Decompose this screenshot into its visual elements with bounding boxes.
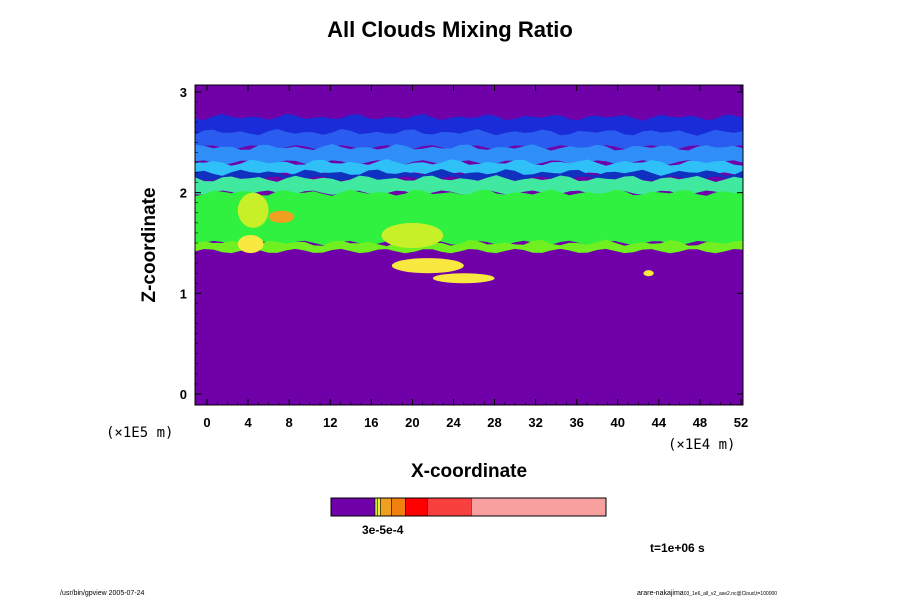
x-axis-unit: (×1E4 m) bbox=[668, 437, 736, 453]
colorbar-segment bbox=[330, 497, 376, 517]
colorbar-segment bbox=[471, 497, 607, 517]
y-axis-unit: (×1E5 m) bbox=[106, 425, 174, 441]
colorbar-segment bbox=[380, 497, 392, 517]
x-tick-label: 8 bbox=[286, 415, 293, 430]
x-axis-label: X-coordinate bbox=[410, 461, 528, 482]
x-tick-label: 28 bbox=[487, 415, 501, 430]
cloud-band-6 bbox=[195, 189, 743, 246]
y-axis-label: Z-coordinate bbox=[139, 187, 160, 303]
x-tick-label: 4 bbox=[244, 415, 252, 430]
y-tick-label: 1 bbox=[180, 286, 187, 301]
colorbar-segment bbox=[377, 497, 381, 517]
cloud-band-7 bbox=[195, 239, 743, 254]
x-tick-label: 48 bbox=[693, 415, 707, 430]
footer-right-author: arare-nakajima bbox=[637, 590, 684, 597]
x-tick-label: 16 bbox=[364, 415, 378, 430]
cloud-patch-5 bbox=[432, 273, 495, 284]
cloud-patch-4 bbox=[391, 258, 464, 274]
y-tick-label: 2 bbox=[180, 186, 187, 201]
cloud-band-4 bbox=[195, 169, 743, 181]
cloud-patch-6 bbox=[643, 270, 654, 277]
chart-title: All Clouds Mixing Ratio bbox=[327, 17, 573, 42]
x-tick-label: 20 bbox=[405, 415, 419, 430]
footer-right: arare-nakajima03_1e6_all_v2_ase2.nc@Clou… bbox=[637, 590, 777, 597]
x-tick-label: 32 bbox=[528, 415, 542, 430]
cloud-patch-3 bbox=[381, 222, 444, 249]
cloud-band-3 bbox=[195, 159, 743, 177]
y-tick-label: 0 bbox=[180, 387, 187, 402]
colorbar-frame bbox=[330, 497, 607, 517]
x-tick-label: 0 bbox=[203, 415, 210, 430]
colorbar-label: 3e-5e-4 bbox=[362, 523, 404, 537]
footer-right-file: 03_1e6_all_v2_ase2.nc@Cloud,t=100000 bbox=[683, 591, 778, 597]
colorbar-segment bbox=[391, 497, 406, 517]
x-tick-label: 36 bbox=[569, 415, 583, 430]
x-tick-label: 24 bbox=[446, 415, 461, 430]
colorbar-segment bbox=[374, 497, 378, 517]
cloud-patch-1 bbox=[237, 234, 264, 254]
footer-left: /usr/bin/gpview 2005-07-24 bbox=[60, 590, 145, 597]
x-tick-label: 52 bbox=[734, 415, 748, 430]
colorbar-segment bbox=[427, 497, 472, 517]
time-label: t=1e+06 s bbox=[650, 541, 705, 555]
x-tick-label: 44 bbox=[652, 415, 667, 430]
cloud-band-2 bbox=[195, 144, 743, 165]
y-tick-label: 3 bbox=[180, 85, 187, 100]
cloud-patch-0 bbox=[237, 192, 269, 228]
x-tick-label: 40 bbox=[611, 415, 625, 430]
cloud-patch-2 bbox=[268, 210, 295, 223]
cloud-band-5 bbox=[195, 175, 743, 195]
colorbar-segment bbox=[405, 497, 428, 517]
x-tick-label: 12 bbox=[323, 415, 337, 430]
plot-frame bbox=[194, 84, 744, 406]
